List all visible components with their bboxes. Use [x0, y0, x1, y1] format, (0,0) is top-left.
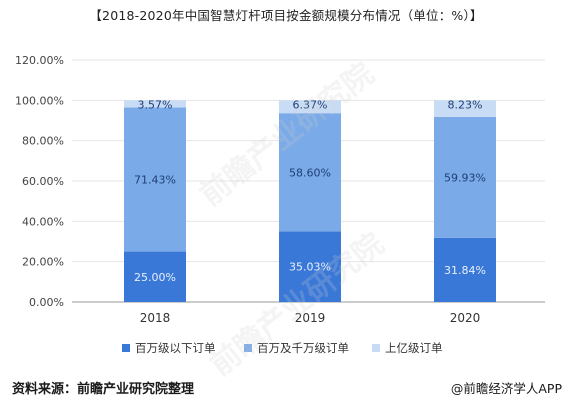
x-tick-label: 2018	[140, 311, 171, 325]
bar-segment	[124, 100, 186, 108]
y-tick-label: 60.00%	[22, 175, 64, 188]
brand-credit: @前瞻经济学人APP	[450, 381, 562, 396]
legend-swatch	[122, 344, 130, 352]
y-tick-label: 20.00%	[22, 256, 64, 269]
legend-label: 百万级以下订单	[135, 341, 216, 355]
data-label: 25.00%	[134, 271, 176, 284]
chart-title: 【2018-2020年中国智慧灯杆项目按金额规模分布情况（单位：%）】	[89, 8, 483, 23]
x-tick-label: 2019	[295, 311, 326, 325]
y-tick-label: 0.00%	[29, 296, 64, 309]
source-note: 资料来源：前瞻产业研究院整理	[12, 382, 195, 397]
y-tick-label: 100.00%	[15, 94, 64, 107]
data-label: 35.03%	[289, 261, 331, 274]
legend-label: 上亿级订单	[385, 341, 443, 355]
legend-label: 百万及千万级订单	[257, 341, 349, 355]
data-label: 3.57%	[138, 98, 173, 111]
y-tick-label: 80.00%	[22, 135, 64, 148]
bar-segment	[124, 251, 186, 302]
x-tick-label: 2020	[450, 311, 481, 325]
data-label: 59.93%	[444, 171, 486, 184]
data-label: 8.23%	[448, 98, 483, 111]
bar-segment	[434, 237, 496, 302]
bar-segment	[279, 113, 341, 232]
bar-segment	[124, 107, 186, 252]
data-label: 71.43%	[134, 174, 176, 187]
y-tick-label: 40.00%	[22, 215, 64, 228]
data-label: 58.60%	[289, 166, 331, 179]
data-label: 31.84%	[444, 264, 486, 277]
data-label: 6.37%	[293, 98, 328, 111]
legend-swatch	[244, 344, 252, 352]
bar-segment	[279, 100, 341, 114]
y-tick-label: 120.00%	[15, 54, 64, 67]
legend-swatch	[372, 344, 380, 352]
bar-segment	[434, 100, 496, 117]
bar-segment	[434, 116, 496, 238]
bar-segment	[279, 231, 341, 302]
